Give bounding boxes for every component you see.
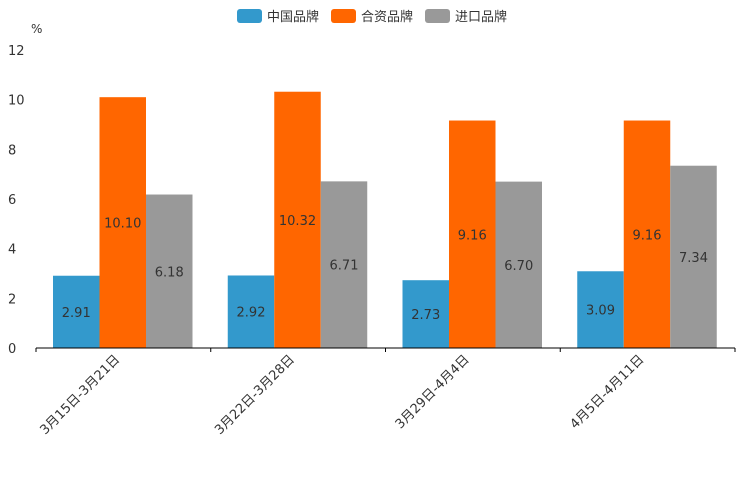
bar [53,275,100,348]
bar [623,120,671,348]
legend-item-jv-brand[interactable]: 合资品牌 [330,6,413,25]
y-tick-label: 10 [8,94,25,109]
data-label: 2.92 [237,306,266,321]
legend-label-china: 中国品牌 [266,10,319,25]
bar [495,181,542,348]
bar [320,181,368,348]
x-tick-label: 3月22日-3月28日 [212,352,298,438]
bar [146,194,193,348]
data-label: 10.10 [104,217,141,232]
legend-item-china-brand[interactable]: 中国品牌 [236,6,319,25]
legend-label-import: 进口品牌 [455,10,508,25]
legend-swatch-import [425,8,450,23]
data-label: 7.34 [679,251,708,266]
bar [99,97,146,348]
y-axis-unit: % [31,22,43,36]
y-tick-label: 2 [8,292,16,307]
legend-swatch-china [236,8,262,23]
y-tick-label: 0 [8,342,16,357]
data-label: 6.70 [504,259,533,274]
data-label: 9.16 [458,228,487,243]
data-label: 6.71 [330,259,359,274]
legend-swatch-jv [330,8,356,23]
bar [227,275,275,348]
bar [577,271,624,348]
legend-label-jv: 合资品牌 [360,10,413,25]
y-tick-label: 8 [8,143,16,158]
y-tick-label: 4 [8,243,16,258]
data-label: 2.73 [411,308,440,323]
data-label: 9.16 [633,228,662,243]
data-label: 10.32 [279,214,316,229]
legend-item-import-brand[interactable]: 进口品牌 [425,6,507,25]
bar [402,280,449,348]
bar [274,91,321,348]
data-label: 6.18 [155,265,184,280]
y-tick-label: 12 [8,44,25,59]
x-tick-label: 3月29日-4月4日 [393,352,473,432]
bar [670,165,717,348]
data-label: 3.09 [586,304,615,319]
y-tick-label: 6 [8,193,16,208]
x-tick-label: 3月15日-3月21日 [37,352,123,438]
legend: 中国品牌 合资品牌 进口品牌 [0,6,744,25]
data-label: 2.91 [62,306,91,321]
bar [449,120,496,348]
x-tick-label: 4月5日-4月11日 [568,352,648,432]
